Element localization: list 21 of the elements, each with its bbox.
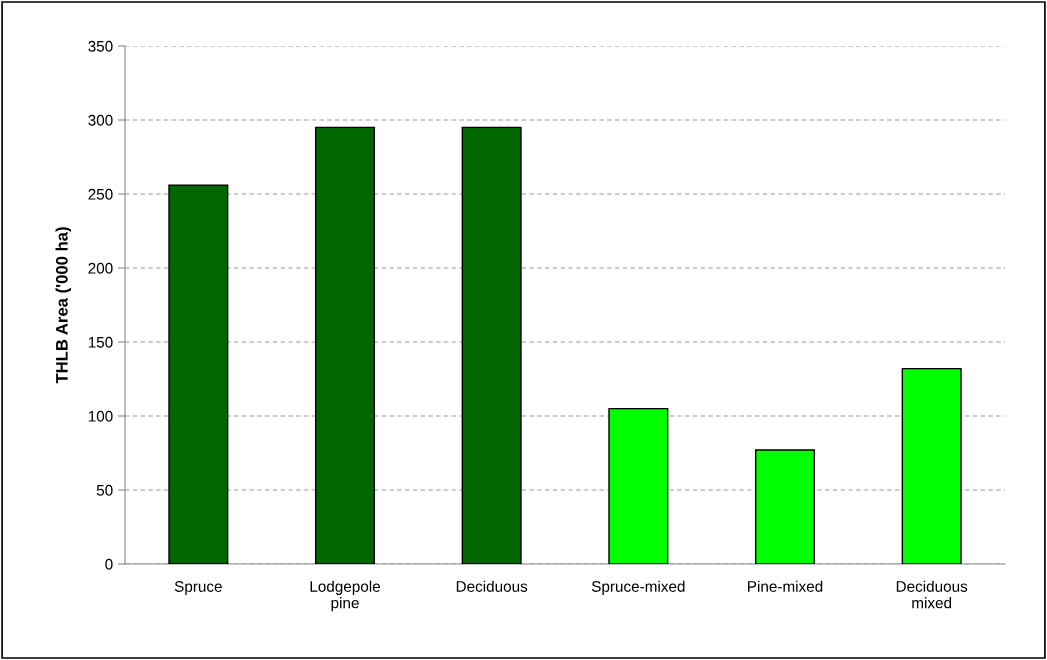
y-tick-label: 0 [105,558,113,570]
bar [754,449,816,564]
x-tick-label: Pine-mixed [748,580,823,592]
y-tick-label: 150 [88,336,113,348]
y-tick-label: 300 [88,114,113,126]
y-axis-title: THLB Area ('000 ha) [55,227,72,384]
bar [901,367,962,564]
x-tick-label: Spruce-mixed [591,580,685,595]
bar [608,407,669,564]
bar [314,126,376,564]
x-tick-label: Spruce [174,581,222,595]
y-tick-label: 200 [88,262,113,274]
y-tick-label: 100 [88,410,113,422]
bar [461,126,522,564]
y-tick-label: 350 [88,40,113,52]
x-tick-label: Deciduous mixed [896,580,968,609]
y-tick-label: 250 [88,188,113,200]
x-tick-label: Lodgepole pine [310,580,381,612]
bar [168,184,229,564]
y-tick-label: 50 [96,484,113,496]
x-tick-label: Deciduous [456,580,528,592]
